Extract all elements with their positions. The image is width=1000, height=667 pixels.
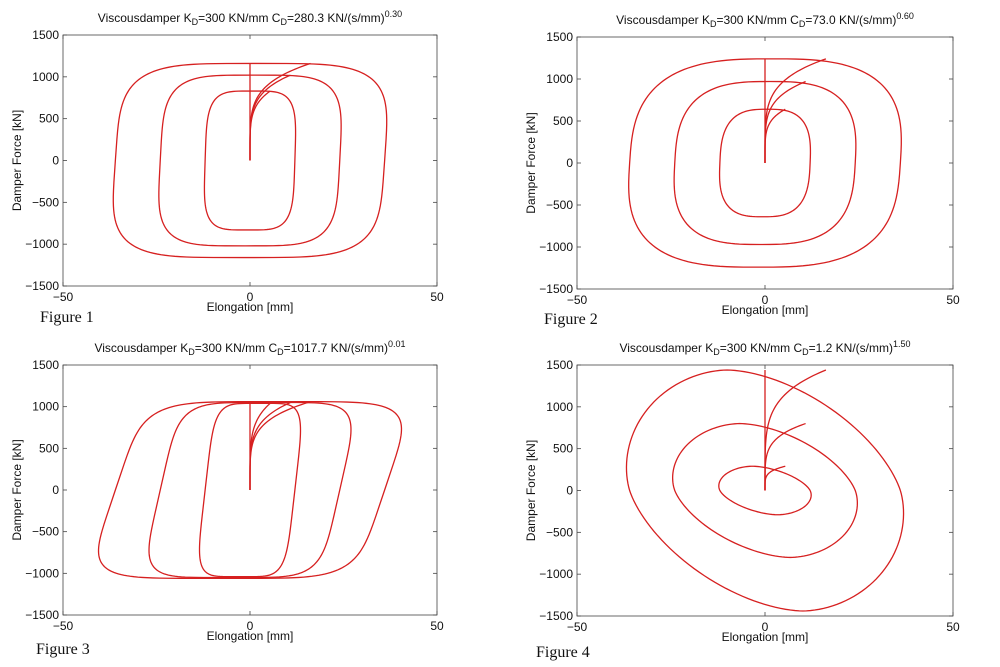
chart-title: Viscousdamper KD=300 KN/mm CD=73.0 KN/(s… <box>616 11 914 29</box>
chart-title: Viscousdamper KD=300 KN/mm CD=1.2 KN/(s/… <box>619 339 910 357</box>
initial-branch-2 <box>764 422 806 491</box>
initial-branch-3 <box>764 369 827 491</box>
y-tick-label: 0 <box>52 483 59 497</box>
y-tick-label: 500 <box>553 442 573 456</box>
y-axis-label: Damper Force [kN] <box>524 440 538 541</box>
y-tick-label: 1000 <box>546 400 573 414</box>
x-tick-label: 50 <box>430 619 444 633</box>
hysteresis-loop-3 <box>628 58 902 268</box>
x-axis-label: Elongation [mm] <box>722 303 809 317</box>
y-tick-label: 1000 <box>32 400 59 414</box>
x-tick-label: 0 <box>762 620 769 634</box>
x-tick-label: −50 <box>567 293 588 307</box>
figure-2-caption: Figure 2 <box>544 311 598 328</box>
x-tick-label: −50 <box>567 620 588 634</box>
x-tick-label: −50 <box>53 290 74 304</box>
y-tick-label: −1000 <box>539 240 573 254</box>
hysteresis-loop-2 <box>148 401 352 579</box>
initial-branch-3 <box>249 401 311 491</box>
hysteresis-loop-2 <box>158 74 342 247</box>
initial-branch-2 <box>249 74 291 161</box>
figure-1-caption: Figure 1 <box>40 309 94 326</box>
hysteresis-loop-3 <box>625 369 905 612</box>
x-tick-label: 50 <box>430 290 444 304</box>
figure-3-caption: Figure 3 <box>36 641 90 658</box>
initial-branch-2 <box>249 401 291 491</box>
y-tick-label: 1000 <box>546 72 573 86</box>
y-tick-label: −1000 <box>25 237 59 251</box>
y-tick-label: −500 <box>32 525 59 539</box>
y-tick-label: −500 <box>546 525 573 539</box>
hysteresis-loop-3 <box>97 401 403 579</box>
y-tick-label: 0 <box>566 156 573 170</box>
x-axis-label: Elongation [mm] <box>207 629 294 643</box>
initial-branch-3 <box>764 58 827 164</box>
chart-title: Viscousdamper KD=300 KN/mm CD=280.3 KN/(… <box>98 9 402 27</box>
y-tick-label: −500 <box>32 195 59 209</box>
y-tick-label: 500 <box>39 112 59 126</box>
y-tick-label: −1500 <box>539 282 573 296</box>
initial-branch-2 <box>764 80 806 164</box>
hysteresis-loop-2 <box>673 80 857 246</box>
y-tick-label: 500 <box>39 441 59 455</box>
y-tick-label: −1000 <box>25 566 59 580</box>
y-tick-label: −1500 <box>25 608 59 622</box>
initial-branch-1 <box>764 465 786 491</box>
y-axis-label: Damper Force [kN] <box>10 439 24 540</box>
y-tick-label: −1500 <box>25 279 59 293</box>
hysteresis-loop-1 <box>718 108 812 218</box>
hysteresis-loop-1 <box>203 90 297 231</box>
y-tick-label: −1500 <box>539 609 573 623</box>
y-tick-label: 1500 <box>546 358 573 372</box>
y-tick-label: 1500 <box>32 358 59 372</box>
x-axis-label: Elongation [mm] <box>722 630 809 644</box>
hysteresis-loop-3 <box>112 62 388 259</box>
y-tick-label: 1000 <box>32 70 59 84</box>
y-tick-label: −1000 <box>539 567 573 581</box>
figure-4-caption: Figure 4 <box>536 644 590 661</box>
y-axis-label: Damper Force [kN] <box>524 112 538 213</box>
y-axis-label: Damper Force [kN] <box>10 110 24 211</box>
y-tick-label: 0 <box>52 154 59 168</box>
x-axis-label: Elongation [mm] <box>207 300 294 314</box>
hysteresis-loop-2 <box>671 422 859 559</box>
chart-title: Viscousdamper KD=300 KN/mm CD=1017.7 KN/… <box>94 339 405 357</box>
x-tick-label: 0 <box>247 619 254 633</box>
x-tick-label: 0 <box>247 290 254 304</box>
y-tick-label: −500 <box>546 198 573 212</box>
initial-branch-3 <box>249 62 311 161</box>
y-tick-label: 0 <box>566 484 573 498</box>
x-tick-label: 0 <box>762 293 769 307</box>
x-tick-label: 50 <box>946 620 960 634</box>
initial-branch-1 <box>249 90 271 161</box>
y-tick-label: 1500 <box>32 28 59 42</box>
x-tick-label: −50 <box>53 619 74 633</box>
x-tick-label: 50 <box>946 293 960 307</box>
y-tick-label: 1500 <box>546 30 573 44</box>
y-tick-label: 500 <box>553 114 573 128</box>
